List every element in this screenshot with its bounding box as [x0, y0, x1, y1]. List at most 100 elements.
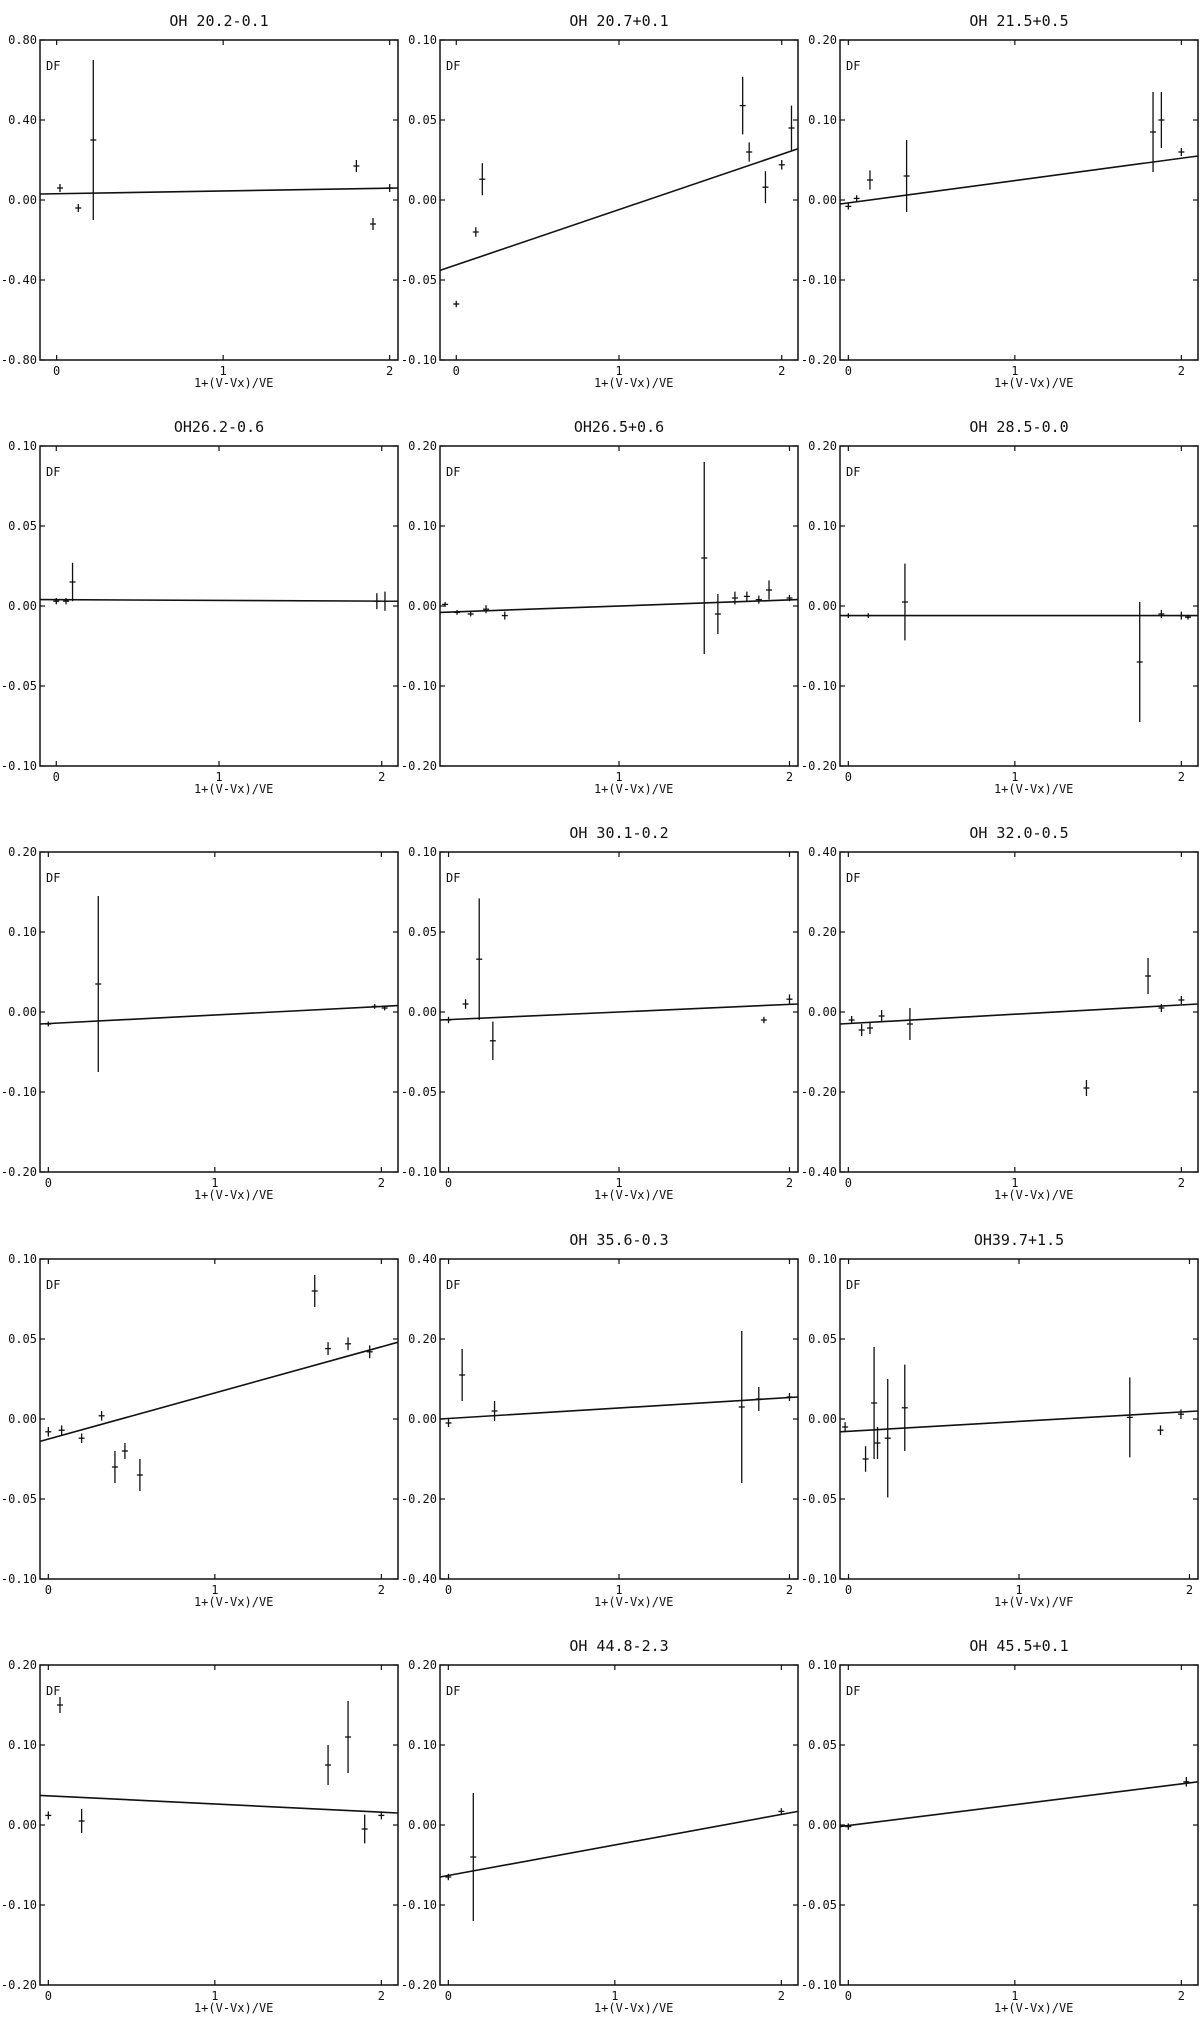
y-tick-label: -0.05 — [801, 1898, 837, 1912]
y-tick-label: -0.05 — [1, 679, 37, 693]
fit-line — [439, 1810, 799, 1878]
chart-svg: 0.20 0.10 0.00 -0.10 -0.20 0 1 2 DF 1+(V-Vx)/VE — [1, 1658, 399, 2015]
y-tick-label: -0.20 — [1, 1165, 37, 1179]
y-tick-label: -0.20 — [801, 1085, 837, 1099]
x-tick-label: 0 — [445, 1583, 452, 1597]
y-tick-label: 0.00 — [8, 193, 37, 207]
y-tick-label: -0.20 — [801, 759, 837, 773]
y-tick-label: 0.10 — [8, 439, 37, 453]
fit-line — [39, 598, 399, 602]
y-tick-label: -0.20 — [801, 353, 837, 367]
y-tick-label: -0.40 — [801, 1165, 837, 1179]
y-tick-label: 0.10 — [8, 925, 37, 939]
chart-panel-15: OH 45.5+0.1 0.10 0.05 0.00 -0.05 -0.10 0 1 2 DF 1+… — [800, 1625, 1200, 2028]
chart-title: OH 32.0-0.5 — [969, 824, 1068, 842]
chart-svg: 0.10 0.05 0.00 -0.05 -0.10 0 1 2 DF 1+(V-Vx)/VE — [1, 1252, 399, 1609]
y-tick-label: -0.10 — [1, 1085, 37, 1099]
fit-line — [39, 1004, 399, 1025]
y-tick-label: 0.20 — [808, 33, 837, 47]
plot-frame — [839, 39, 1199, 361]
plot-frame — [839, 1258, 1199, 1580]
fit-line — [439, 1396, 799, 1420]
y-tick-label: -0.20 — [401, 759, 437, 773]
y-tick-label: 0.20 — [808, 439, 837, 453]
y-tick-label: 0.00 — [8, 1412, 37, 1426]
y-axis-label: DF — [46, 1684, 60, 1698]
x-tick-label: 0 — [45, 1583, 52, 1597]
chart-title: OH 20.7+0.1 — [569, 12, 668, 30]
x-axis-label: 1+(V-Vx)/VE — [994, 782, 1073, 796]
y-tick-label: -0.05 — [1, 1492, 37, 1506]
chart-svg: OH 20.7+0.1 0.10 0.05 0.00 -0.05 -0.10 0 1 2 DF 1+… — [401, 12, 799, 390]
y-tick-label: -0.10 — [1, 1572, 37, 1586]
x-axis-label: 1+(V-Vx)/VE — [594, 376, 673, 390]
x-tick-label: 0 — [453, 364, 460, 378]
chart-title: OH 44.8-2.3 — [569, 1637, 668, 1655]
chart-title: OH26.5+0.6 — [574, 418, 664, 436]
x-tick-label: 2 — [786, 1176, 793, 1190]
fit-line — [839, 1781, 1199, 1828]
x-tick-label: 2 — [378, 770, 385, 784]
chart-svg: OH 45.5+0.1 0.10 0.05 0.00 -0.05 -0.10 0 1 2 DF 1+… — [801, 1637, 1199, 2015]
y-tick-label: 0.20 — [8, 1658, 37, 1672]
chart-title: OH26.2-0.6 — [174, 418, 264, 436]
chart-svg: OH 21.5+0.5 0.20 0.10 0.00 -0.10 -0.20 0 1 2 DF 1+… — [801, 12, 1199, 390]
chart-panel-6: OH 28.5-0.0 0.20 0.10 0.00 -0.10 -0.20 0 1 2 DF 1+… — [800, 406, 1200, 809]
chart-svg: OH 35.6-0.3 0.40 0.20 0.00 -0.20 -0.40 0 1 2 DF 1+… — [401, 1231, 799, 1609]
x-tick-label: 0 — [845, 1583, 852, 1597]
chart-panel-1: OH 20.2-0.1 0.80 0.40 0.00 -0.40 -0.80 0 1 2 DF 1+… — [0, 0, 400, 403]
y-tick-label: 0.80 — [8, 33, 37, 47]
y-tick-label: -0.10 — [401, 1165, 437, 1179]
y-tick-label: 0.05 — [808, 1738, 837, 1752]
plot-frame — [439, 1664, 799, 1986]
y-tick-label: 0.10 — [8, 1252, 37, 1266]
x-tick-label: 1 — [220, 364, 227, 378]
y-tick-label: 0.05 — [8, 519, 37, 533]
x-axis-label: 1+(V-Vx)/VE — [194, 782, 273, 796]
y-tick-label: 0.00 — [408, 1005, 437, 1019]
x-axis-label: 1+(V-Vx)/VE — [194, 1188, 273, 1202]
y-axis-label: DF — [846, 871, 860, 885]
x-tick-label: 1 — [615, 1176, 622, 1190]
chart-svg: OH 28.5-0.0 0.20 0.10 0.00 -0.10 -0.20 0 1 2 DF 1+… — [801, 418, 1199, 796]
x-tick-label: 2 — [786, 770, 793, 784]
y-tick-label: 0.20 — [408, 439, 437, 453]
x-axis-label: 1+(V-Vx)/VE — [194, 376, 273, 390]
y-tick-label: 0.40 — [8, 113, 37, 127]
x-tick-label: 1 — [1011, 1989, 1018, 2003]
y-tick-label: 0.10 — [408, 845, 437, 859]
plot-frame — [39, 445, 399, 767]
x-axis-label: 1+(V-Vx)/VE — [594, 1188, 673, 1202]
y-axis-label: DF — [846, 59, 860, 73]
chart-panel-5: OH26.5+0.6 0.20 0.10 0.00 -0.10 -0.20 1 2 DF 1+(V… — [400, 406, 800, 809]
x-tick-label: 1 — [1011, 1176, 1018, 1190]
x-tick-label: 2 — [378, 1989, 385, 2003]
y-tick-label: -0.40 — [1, 273, 37, 287]
fit-line — [839, 1410, 1199, 1433]
y-axis-label: DF — [46, 871, 60, 885]
y-tick-label: -0.05 — [801, 1492, 837, 1506]
x-tick-label: 1 — [211, 1176, 218, 1190]
x-tick-label: 0 — [445, 1989, 452, 2003]
y-tick-label: 0.10 — [408, 1738, 437, 1752]
fit-line — [39, 1794, 399, 1814]
y-tick-label: 0.20 — [408, 1332, 437, 1346]
fit-line — [439, 148, 799, 272]
x-axis-label: 1+(V-Vx)/VE — [594, 2001, 673, 2015]
y-axis-label: DF — [446, 1278, 460, 1292]
plot-frame — [39, 851, 399, 1173]
x-tick-label: 1 — [1015, 1583, 1022, 1597]
y-tick-label: 0.10 — [8, 1738, 37, 1752]
chart-svg: OH 44.8-2.3 0.20 0.10 0.00 -0.10 -0.20 0 1 2 DF 1+… — [401, 1637, 799, 2015]
x-tick-label: 0 — [53, 770, 60, 784]
chart-svg: OH26.2-0.6 0.10 0.05 0.00 -0.05 -0.10 0 1 2 DF 1+(… — [1, 418, 399, 796]
y-tick-label: 0.00 — [8, 599, 37, 613]
chart-panel-7: 0.20 0.10 0.00 -0.10 -0.20 0 1 2 DF 1+(V-Vx)/VE — [0, 812, 400, 1215]
y-tick-label: -0.05 — [401, 273, 437, 287]
x-axis-label: 1+(V-Vx)/VF — [994, 1595, 1073, 1609]
chart-panel-11: OH 35.6-0.3 0.40 0.20 0.00 -0.20 -0.40 0 1 2 DF 1+… — [400, 1219, 800, 1622]
chart-svg: OH 20.2-0.1 0.80 0.40 0.00 -0.40 -0.80 0 1 2 DF 1+… — [1, 12, 399, 390]
y-tick-label: -0.10 — [401, 1898, 437, 1912]
y-tick-label: -0.20 — [1, 1978, 37, 1992]
